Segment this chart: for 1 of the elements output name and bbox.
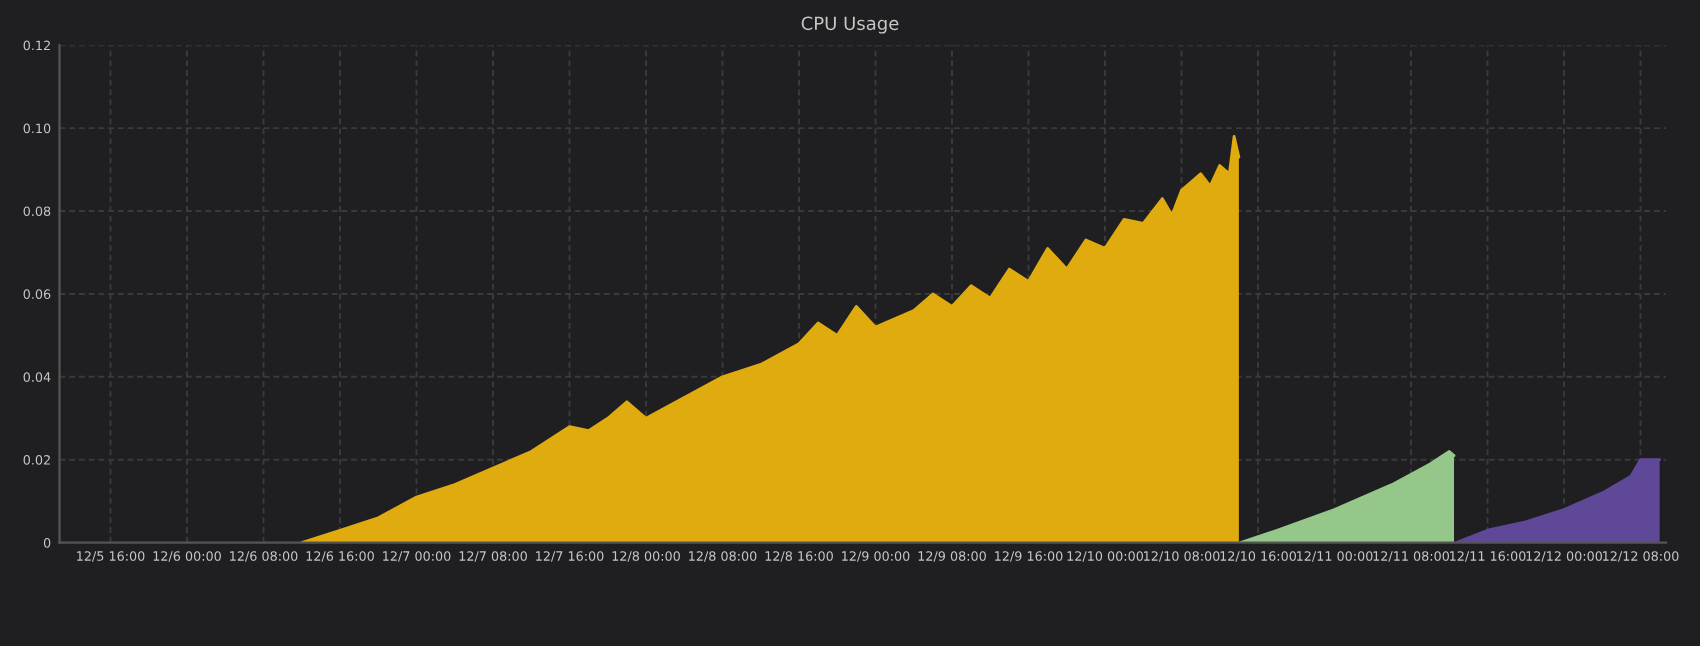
chart-title: CPU Usage	[801, 16, 899, 34]
